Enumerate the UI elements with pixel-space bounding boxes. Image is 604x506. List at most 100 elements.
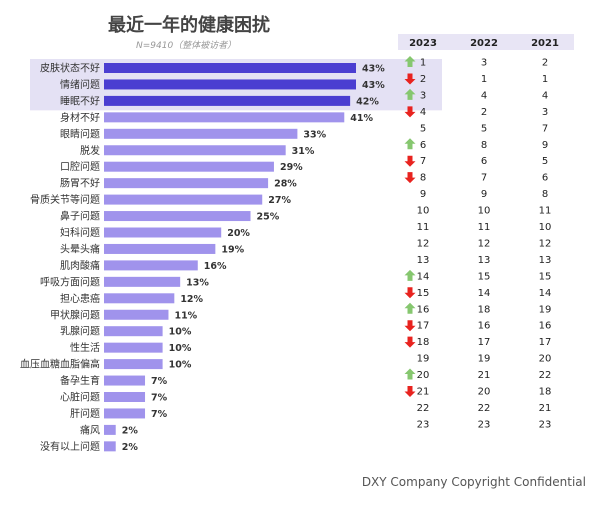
bar [104,260,198,271]
value-label: 7% [151,393,168,404]
bar [104,359,163,370]
value-label: 25% [257,212,280,223]
category-label: 没有以上问题 [40,440,100,453]
trend-down-arrow-icon [404,155,416,167]
rank-cell: 15 [539,271,552,282]
category-label: 头晕头痛 [60,242,100,255]
value-label: 13% [186,277,209,288]
value-label: 10% [169,360,192,371]
bar [104,408,146,419]
bar [104,145,286,156]
value-label: 16% [204,261,227,272]
trend-up-arrow-icon [404,88,416,100]
trend-up-arrow-icon [404,269,416,281]
bar-series: 皮肤状态不好 43% 情绪问题 43% 睡眠不好 42% 身材不好 41% 眼睛问题 33% 脱发 3… [20,62,385,453]
bar [104,276,181,287]
value-label: 42% [356,96,379,107]
bar [104,375,146,386]
table-header-band [398,34,574,50]
bar [104,392,146,402]
bar [104,309,169,320]
rank-cell: 18 [478,304,491,315]
rank-cell: 20 [417,370,430,381]
value-label: 2% [122,442,139,453]
category-label: 鼻子问题 [60,210,100,223]
trend-up-arrow-icon [404,56,416,67]
bar [104,227,222,238]
rank-cell: 9 [542,140,548,151]
rank-cell: 21 [417,387,430,398]
rank-cell: 19 [478,354,491,365]
rank-cell: 12 [539,238,552,249]
rank-cell: 19 [417,354,430,365]
bar [104,293,175,304]
value-label: 31% [292,146,315,157]
rank-cell: 9 [420,189,426,200]
rank-cell: 11 [417,222,430,233]
table-header-2022: 2022 [470,38,498,49]
rank-cell: 3 [481,58,487,69]
rank-cell: 22 [417,403,430,414]
rank-cell: 4 [420,107,426,118]
rank-cell: 4 [542,90,548,101]
category-label: 心脏问题 [60,391,100,404]
trend-up-arrow-icon [404,138,416,150]
value-label: 27% [268,195,291,206]
rank-cell: 8 [542,189,548,200]
value-label: 33% [303,129,326,140]
category-label: 睡眠不好 [60,94,100,107]
value-label: 11% [174,310,197,321]
rank-cell: 2 [481,107,487,118]
rank-cell: 3 [542,107,548,118]
category-label: 肠胃不好 [60,178,100,190]
rank-cell: 18 [539,387,552,398]
value-label: 10% [169,343,192,354]
rank-cell: 12 [478,238,491,249]
bar [104,161,274,172]
value-label: 43% [362,64,385,75]
trend-down-arrow-icon [404,172,416,184]
trend-down-arrow-icon [404,320,416,332]
rank-cell: 23 [539,419,552,430]
rank-cell: 17 [539,337,552,348]
rank-cell: 4 [481,90,487,101]
rank-cell: 1 [420,58,426,69]
rank-cell: 2 [420,74,426,85]
category-label: 痛风 [80,423,100,436]
rank-cell: 5 [542,156,548,167]
trend-down-arrow-icon [404,73,416,85]
rank-cell: 9 [481,189,487,200]
rank-cell: 8 [481,140,487,151]
category-label: 担心患癌 [60,292,100,305]
rank-cell: 1 [542,74,548,85]
category-label: 脱发 [80,144,100,157]
category-label: 呼吸方面问题 [40,275,100,288]
rank-cell: 14 [417,271,430,282]
category-label: 肝问题 [70,407,100,420]
rank-cell: 16 [417,304,430,315]
rank-cell: 16 [539,321,552,332]
rank-cell: 23 [417,419,430,430]
chart-subtitle: N=9410（整体被访者） [136,40,236,51]
rank-cell: 8 [420,173,426,184]
value-label: 28% [274,179,297,190]
chart-title: 最近一年的健康困扰 [108,14,270,36]
category-label: 情绪问题 [60,78,100,91]
value-label: 2% [122,425,139,436]
rank-cell: 11 [539,206,552,217]
rank-cell: 16 [478,321,491,332]
rank-cell: 15 [478,271,491,282]
bar [104,243,216,254]
bar [104,194,263,205]
bar [104,342,163,353]
category-label: 肌肉酸痛 [60,259,100,272]
category-label: 骨质关节等问题 [30,193,100,206]
trend-up-arrow-icon [404,368,416,380]
rank-cell: 19 [539,304,552,315]
rank-cell: 7 [420,156,426,167]
value-label: 7% [151,409,168,420]
rank-cell: 13 [539,255,552,266]
value-label: 29% [280,162,303,173]
